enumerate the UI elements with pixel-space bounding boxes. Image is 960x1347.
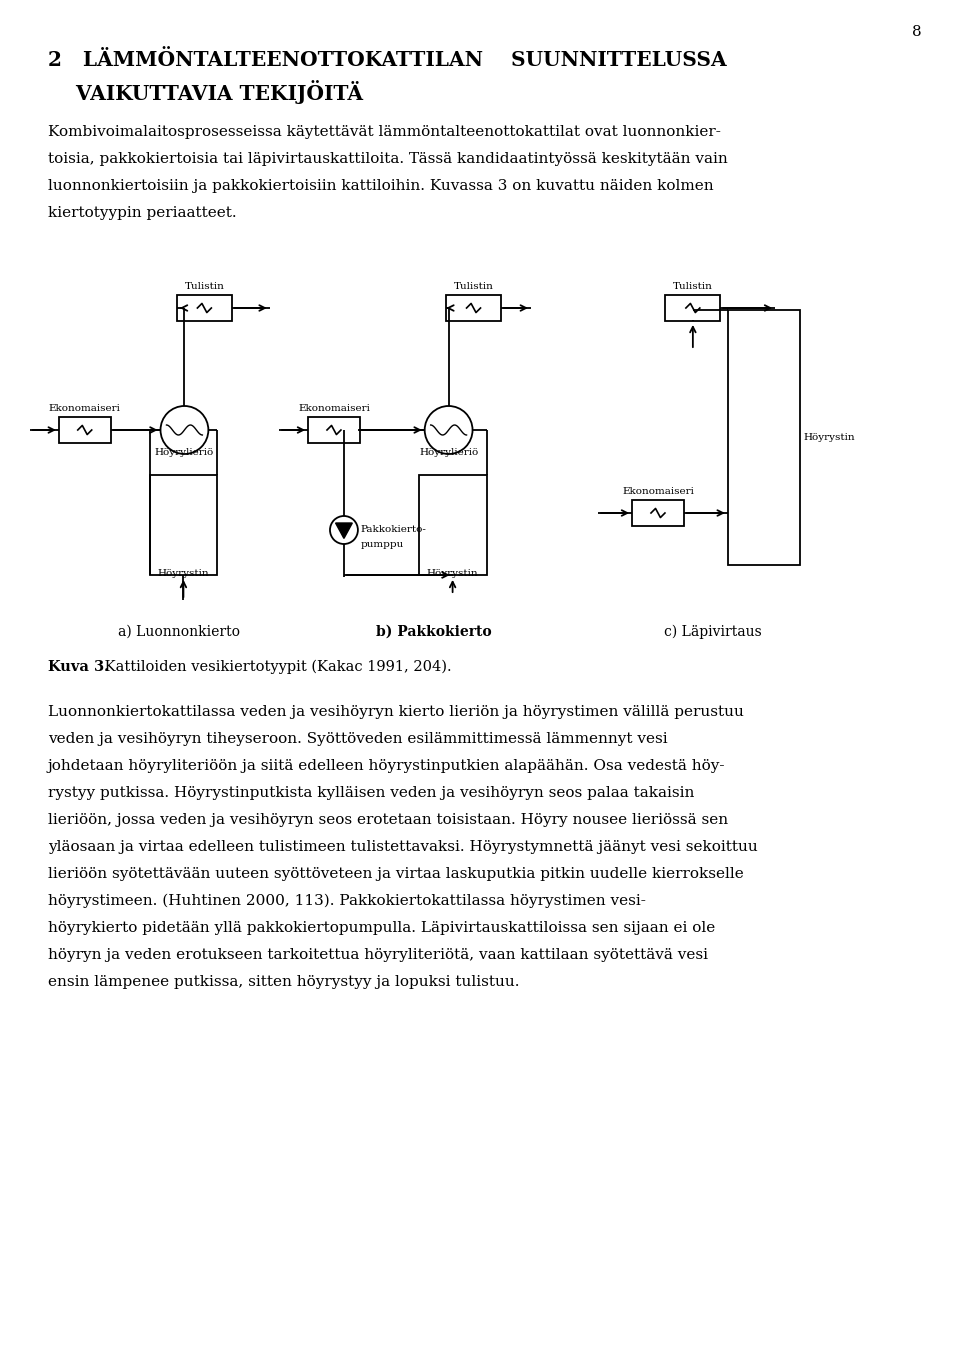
Polygon shape (336, 523, 352, 539)
Text: rystyy putkissa. Höyrystinputkista kylläisen veden ja vesihöyryn seos palaa taka: rystyy putkissa. Höyrystinputkista kyllä… (48, 787, 694, 800)
Text: toisia, pakkokiertoisia tai läpivirtauskattiloita. Tässä kandidaatintyössä keski: toisia, pakkokiertoisia tai läpivirtausk… (48, 152, 728, 166)
Text: Ekonomaiseri: Ekonomaiseri (622, 488, 694, 496)
Text: VAIKUTTAVIA TEKIJÖITÄ: VAIKUTTAVIA TEKIJÖITÄ (48, 79, 363, 104)
Text: höyrystimeen. (Huhtinen 2000, 113). Pakkokiertokattilassa höyrystimen vesi-: höyrystimeen. (Huhtinen 2000, 113). Pakk… (48, 894, 646, 908)
Text: höyryn ja veden erotukseen tarkoitettua höyryliteriötä, vaan kattilaan syötettäv: höyryn ja veden erotukseen tarkoitettua … (48, 948, 708, 962)
Text: veden ja vesihöyryn tiheyseroon. Syöttöveden esilämmittimessä lämmennyt vesi: veden ja vesihöyryn tiheyseroon. Syöttöv… (48, 731, 667, 746)
Text: johdetaan höyryliteriöön ja siitä edelleen höyrystinputkien alapäähän. Osa vedes: johdetaan höyryliteriöön ja siitä edelle… (48, 758, 726, 773)
Text: Höyrystin: Höyrystin (157, 568, 209, 578)
Text: Tulistin: Tulistin (184, 282, 225, 291)
Text: Höyrystin: Höyrystin (427, 568, 478, 578)
Text: Tulistin: Tulistin (454, 282, 493, 291)
Text: Kuva 3.: Kuva 3. (48, 660, 109, 674)
Bar (632, 500, 684, 525)
Text: kiertotyypin periaatteet.: kiertotyypin periaatteet. (48, 206, 236, 220)
Text: 2   LÄMMÖNTALTEENOTTOKATTILAN    SUUNNITTELUSSA: 2 LÄMMÖNTALTEENOTTOKATTILAN SUUNNITTELUS… (48, 50, 727, 70)
Text: Kombivoimalaitosprosesseissa käytettävät lämmöntalteenottokattilat ovat luonnonk: Kombivoimalaitosprosesseissa käytettävät… (48, 125, 721, 139)
Bar (308, 418, 360, 443)
Text: lieriöön, jossa veden ja vesihöyryn seos erotetaan toisistaan. Höyry nousee lier: lieriöön, jossa veden ja vesihöyryn seos… (48, 814, 728, 827)
Text: Ekonomaiseri: Ekonomaiseri (298, 404, 370, 414)
Bar (665, 295, 720, 321)
Text: Höyrylieriö: Höyrylieriö (419, 449, 478, 457)
Bar (446, 295, 501, 321)
Text: ensin lämpenee putkissa, sitten höyrystyy ja lopuksi tulistuu.: ensin lämpenee putkissa, sitten höyrysty… (48, 975, 519, 989)
Text: Pakkokierto-: Pakkokierto- (361, 525, 427, 533)
Text: b) Pakkokierto: b) Pakkokierto (376, 625, 492, 638)
Text: höyrykierto pidetään yllä pakkokiertopumpulla. Läpivirtauskattiloissa sen sijaan: höyrykierto pidetään yllä pakkokiertopum… (48, 921, 715, 935)
Text: Luonnonkiertokattilassa veden ja vesihöyryn kierto lieriön ja höyrystimen välill: Luonnonkiertokattilassa veden ja vesihöy… (48, 704, 744, 719)
Text: luonnonkiertoisiin ja pakkokiertoisiin kattiloihin. Kuvassa 3 on kuvattu näiden : luonnonkiertoisiin ja pakkokiertoisiin k… (48, 179, 713, 193)
Text: Höyrystin: Höyrystin (804, 432, 855, 442)
Text: 8: 8 (912, 26, 922, 39)
Text: yläosaan ja virtaa edelleen tulistimeen tulistettavaksi. Höyrystymnettä jäänyt v: yläosaan ja virtaa edelleen tulistimeen … (48, 841, 757, 854)
Text: Kattiloiden vesikiertotyypit (Kakac 1991, 204).: Kattiloiden vesikiertotyypit (Kakac 1991… (100, 660, 451, 675)
Text: a) Luonnonkierto: a) Luonnonkierto (118, 625, 240, 638)
Bar (728, 310, 800, 564)
Text: c) Läpivirtaus: c) Läpivirtaus (664, 625, 761, 640)
Bar (419, 475, 487, 575)
Bar (59, 418, 110, 443)
Text: lieriöön syötettävään uuteen syöttöveteen ja virtaa laskuputkia pitkin uudelle k: lieriöön syötettävään uuteen syöttövetee… (48, 867, 744, 881)
Text: Tulistin: Tulistin (673, 282, 713, 291)
Text: Ekonomaiseri: Ekonomaiseri (49, 404, 121, 414)
Bar (177, 295, 231, 321)
Text: pumppu: pumppu (361, 540, 404, 550)
Text: Höyrylieriö: Höyrylieriö (155, 449, 214, 457)
Bar (150, 475, 217, 575)
